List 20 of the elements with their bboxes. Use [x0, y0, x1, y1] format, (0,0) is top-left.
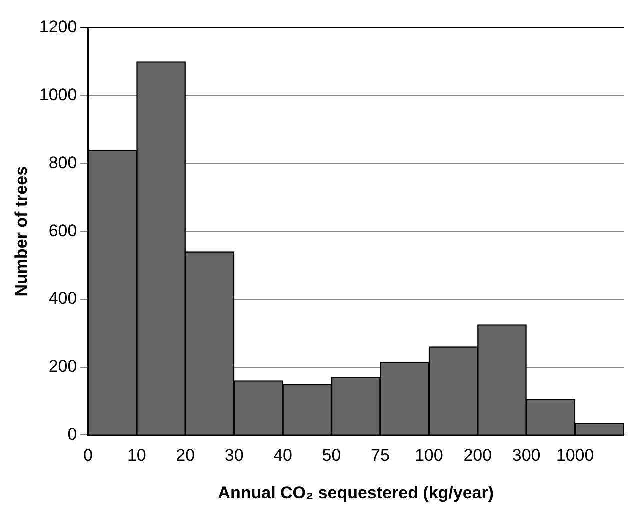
- x-tick-label: 100: [414, 446, 444, 466]
- x-tick-label: 1000: [556, 446, 594, 466]
- y-tick-label: 600: [48, 221, 78, 240]
- x-tick-label: 200: [464, 446, 492, 466]
- x-tick-label: 20: [176, 446, 196, 466]
- x-tick-label: 300: [512, 446, 541, 466]
- y-tick-label: 800: [48, 153, 78, 172]
- y-tick-label: 400: [48, 289, 78, 308]
- x-tick-label: 40: [274, 446, 293, 466]
- y-tick-label: 1200: [39, 18, 78, 37]
- x-tick-label: 0: [83, 446, 93, 466]
- x-tick-label: 30: [224, 446, 244, 466]
- x-tick-label: 10: [127, 446, 146, 466]
- y-tick-label: 0: [68, 424, 78, 444]
- x-tick-label: 50: [322, 446, 342, 466]
- y-tick-label: 200: [48, 357, 78, 376]
- y-tick-label: 1000: [39, 86, 78, 105]
- x-axis-title: Annual CO₂ sequestered (kg/year): [218, 483, 494, 502]
- y-axis-title: Number of trees: [12, 166, 31, 297]
- x-tick-label: 75: [371, 446, 390, 466]
